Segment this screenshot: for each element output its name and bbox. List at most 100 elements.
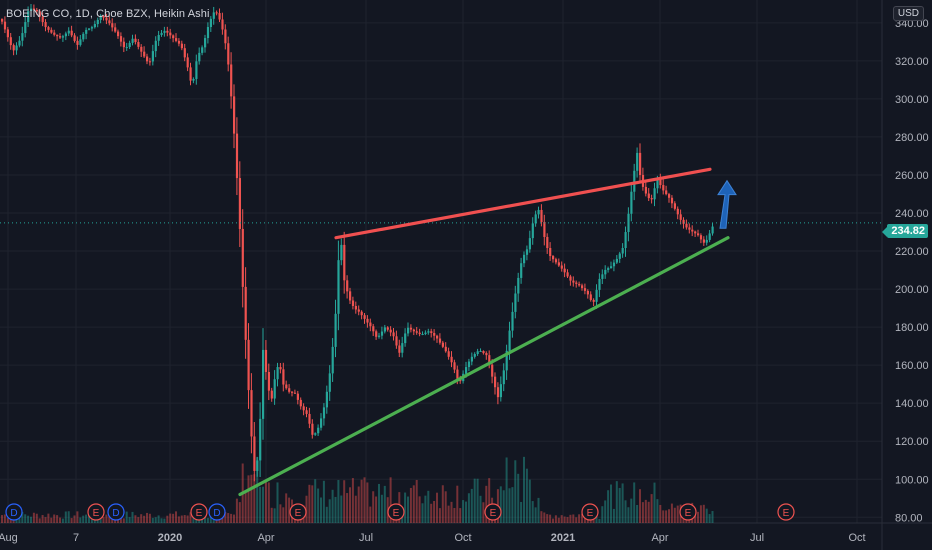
candle-body (659, 179, 662, 186)
volume-bar (90, 516, 93, 523)
volume-bar (514, 460, 517, 523)
volume-bar (404, 492, 407, 523)
x-tick-label: Aug (0, 532, 18, 544)
candle-body (694, 231, 697, 234)
candle-body (470, 356, 473, 362)
marker-circle (208, 503, 226, 521)
earnings-marker[interactable]: E (87, 503, 105, 521)
candle-body (56, 34, 59, 37)
candle-body (88, 28, 91, 30)
volume-bar (189, 512, 192, 523)
candle-body (514, 293, 517, 312)
y-tick-label: 140.00 (895, 398, 929, 410)
earnings-marker[interactable]: E (484, 503, 502, 521)
marker-circle (5, 503, 23, 521)
volume-bar (615, 481, 618, 523)
volume-bar (354, 495, 357, 523)
marker-label: E (587, 508, 594, 519)
volume-bar (67, 511, 70, 523)
volume-bar (224, 512, 227, 523)
candle-body (82, 33, 85, 40)
candle-body (151, 51, 154, 62)
marker-label: E (196, 508, 203, 519)
candle-body (375, 331, 378, 337)
volume-bar (30, 516, 32, 523)
candle-body (32, 8, 36, 10)
dividend-marker[interactable]: D (208, 503, 226, 521)
earnings-marker[interactable]: E (777, 503, 795, 521)
volume-bar (308, 484, 311, 523)
candle-body (85, 29, 88, 34)
candle-body (21, 33, 24, 41)
candle-body (131, 38, 134, 43)
currency-button[interactable]: USD (892, 6, 924, 21)
volume-bar (56, 515, 59, 523)
volume-bar (146, 512, 148, 523)
candle-body (15, 45, 18, 51)
candle-body (314, 433, 317, 435)
candle-body (70, 30, 73, 36)
volume-bar (702, 504, 705, 523)
candle-body (340, 244, 343, 261)
candle-body (166, 30, 169, 33)
earnings-marker[interactable]: E (581, 503, 599, 521)
candle-body (140, 46, 143, 52)
candle-body (534, 214, 537, 224)
volume-bar (537, 497, 540, 523)
candle-body (346, 280, 349, 292)
volume-bar (59, 517, 61, 523)
earnings-marker[interactable]: E (387, 503, 405, 521)
y-tick-label: 260.00 (895, 170, 929, 182)
candle-body (206, 27, 210, 39)
volume-bar (253, 474, 256, 523)
volume-bar (540, 511, 543, 523)
candle-body (328, 373, 331, 392)
volume-bar (470, 488, 473, 523)
volume-bar (53, 514, 56, 523)
candle-body (305, 410, 308, 414)
candle-body (601, 274, 604, 279)
candle-body (575, 282, 578, 284)
volume-bar (665, 510, 668, 523)
earnings-marker[interactable]: E (289, 503, 307, 521)
volume-bar (351, 478, 354, 523)
volume-bar (601, 506, 604, 523)
candle-body (520, 263, 523, 278)
volume-bar (375, 496, 378, 523)
volume-bar (624, 500, 627, 523)
volume-bar (27, 515, 30, 523)
earnings-marker[interactable]: E (190, 503, 208, 521)
candle-body (676, 208, 679, 215)
volume-bar (317, 488, 320, 523)
earnings-marker[interactable]: E (679, 503, 697, 521)
candle-body (148, 61, 152, 63)
candle-body (444, 346, 447, 352)
candle-body (624, 232, 627, 248)
volume-bar (157, 515, 160, 523)
candle-body (12, 45, 15, 51)
candle-body (256, 460, 259, 471)
volume-bar (125, 511, 128, 523)
candle-body (291, 391, 294, 393)
candle-body (363, 315, 366, 319)
candle-body (137, 42, 140, 47)
candle-body (592, 299, 595, 302)
candle-body (325, 391, 328, 408)
candle-body (41, 16, 44, 23)
candle-body (221, 19, 224, 30)
volume-bar (711, 511, 714, 523)
candle-body (528, 238, 531, 250)
marker-label: E (393, 508, 400, 519)
dividend-marker[interactable]: D (5, 503, 23, 521)
volume-bar (668, 509, 670, 523)
candle-body (38, 11, 41, 17)
marker-circle (387, 503, 405, 521)
volume-bar (511, 487, 514, 523)
candle-body (360, 311, 363, 316)
candle-body (569, 276, 572, 281)
candle-body (572, 280, 575, 283)
candle-body (401, 343, 404, 353)
dividend-marker[interactable]: D (107, 503, 125, 521)
